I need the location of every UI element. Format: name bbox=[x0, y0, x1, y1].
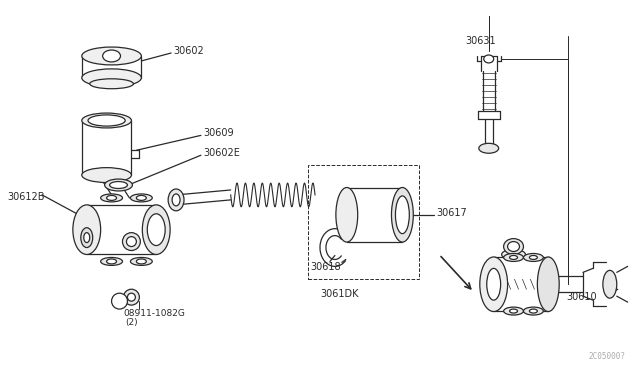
Ellipse shape bbox=[603, 270, 617, 298]
Ellipse shape bbox=[131, 194, 152, 202]
Ellipse shape bbox=[524, 307, 543, 315]
Ellipse shape bbox=[142, 205, 170, 254]
Ellipse shape bbox=[82, 168, 131, 183]
Text: N: N bbox=[116, 298, 122, 304]
Text: 30610: 30610 bbox=[566, 292, 596, 302]
Ellipse shape bbox=[336, 187, 358, 242]
Ellipse shape bbox=[168, 189, 184, 211]
Ellipse shape bbox=[122, 232, 140, 250]
Ellipse shape bbox=[127, 293, 136, 301]
Ellipse shape bbox=[524, 253, 543, 262]
Ellipse shape bbox=[84, 232, 90, 243]
Ellipse shape bbox=[109, 182, 127, 189]
Bar bbox=[308, 165, 419, 279]
Ellipse shape bbox=[479, 143, 499, 153]
Ellipse shape bbox=[90, 79, 133, 89]
Ellipse shape bbox=[392, 187, 413, 242]
Text: 30631: 30631 bbox=[465, 36, 495, 46]
Ellipse shape bbox=[73, 205, 100, 254]
Ellipse shape bbox=[396, 196, 410, 234]
Text: 30609: 30609 bbox=[203, 128, 234, 138]
Ellipse shape bbox=[487, 268, 500, 300]
Ellipse shape bbox=[131, 257, 152, 265]
Ellipse shape bbox=[529, 309, 538, 313]
Ellipse shape bbox=[509, 309, 518, 313]
Ellipse shape bbox=[104, 179, 132, 191]
Ellipse shape bbox=[127, 237, 136, 247]
Ellipse shape bbox=[504, 238, 524, 254]
Ellipse shape bbox=[81, 228, 93, 247]
Ellipse shape bbox=[504, 253, 524, 262]
Ellipse shape bbox=[147, 214, 165, 246]
Ellipse shape bbox=[100, 257, 122, 265]
Ellipse shape bbox=[538, 257, 559, 312]
Ellipse shape bbox=[88, 115, 125, 126]
Ellipse shape bbox=[172, 194, 180, 206]
Circle shape bbox=[111, 293, 127, 309]
Ellipse shape bbox=[100, 194, 122, 202]
Ellipse shape bbox=[136, 195, 147, 201]
Ellipse shape bbox=[529, 256, 538, 259]
Text: 30618: 30618 bbox=[310, 262, 340, 272]
Text: 08911-1082G: 08911-1082G bbox=[124, 308, 186, 318]
Text: 30602E: 30602E bbox=[203, 148, 240, 158]
Text: 30612B: 30612B bbox=[7, 192, 45, 202]
Text: 30602: 30602 bbox=[173, 46, 204, 56]
Ellipse shape bbox=[504, 307, 524, 315]
Ellipse shape bbox=[480, 257, 508, 312]
Ellipse shape bbox=[82, 47, 141, 65]
Ellipse shape bbox=[102, 50, 120, 62]
Ellipse shape bbox=[509, 256, 518, 259]
Ellipse shape bbox=[107, 195, 116, 201]
Ellipse shape bbox=[82, 69, 141, 87]
Ellipse shape bbox=[508, 241, 520, 251]
Ellipse shape bbox=[82, 113, 131, 128]
Text: 2C05000?: 2C05000? bbox=[589, 352, 626, 361]
Text: 3061DK: 3061DK bbox=[320, 289, 358, 299]
Ellipse shape bbox=[107, 259, 116, 264]
Text: (2): (2) bbox=[125, 318, 138, 327]
Text: 30617: 30617 bbox=[436, 208, 467, 218]
Ellipse shape bbox=[484, 55, 493, 63]
Ellipse shape bbox=[136, 259, 147, 264]
Ellipse shape bbox=[502, 250, 525, 259]
Ellipse shape bbox=[124, 289, 140, 305]
